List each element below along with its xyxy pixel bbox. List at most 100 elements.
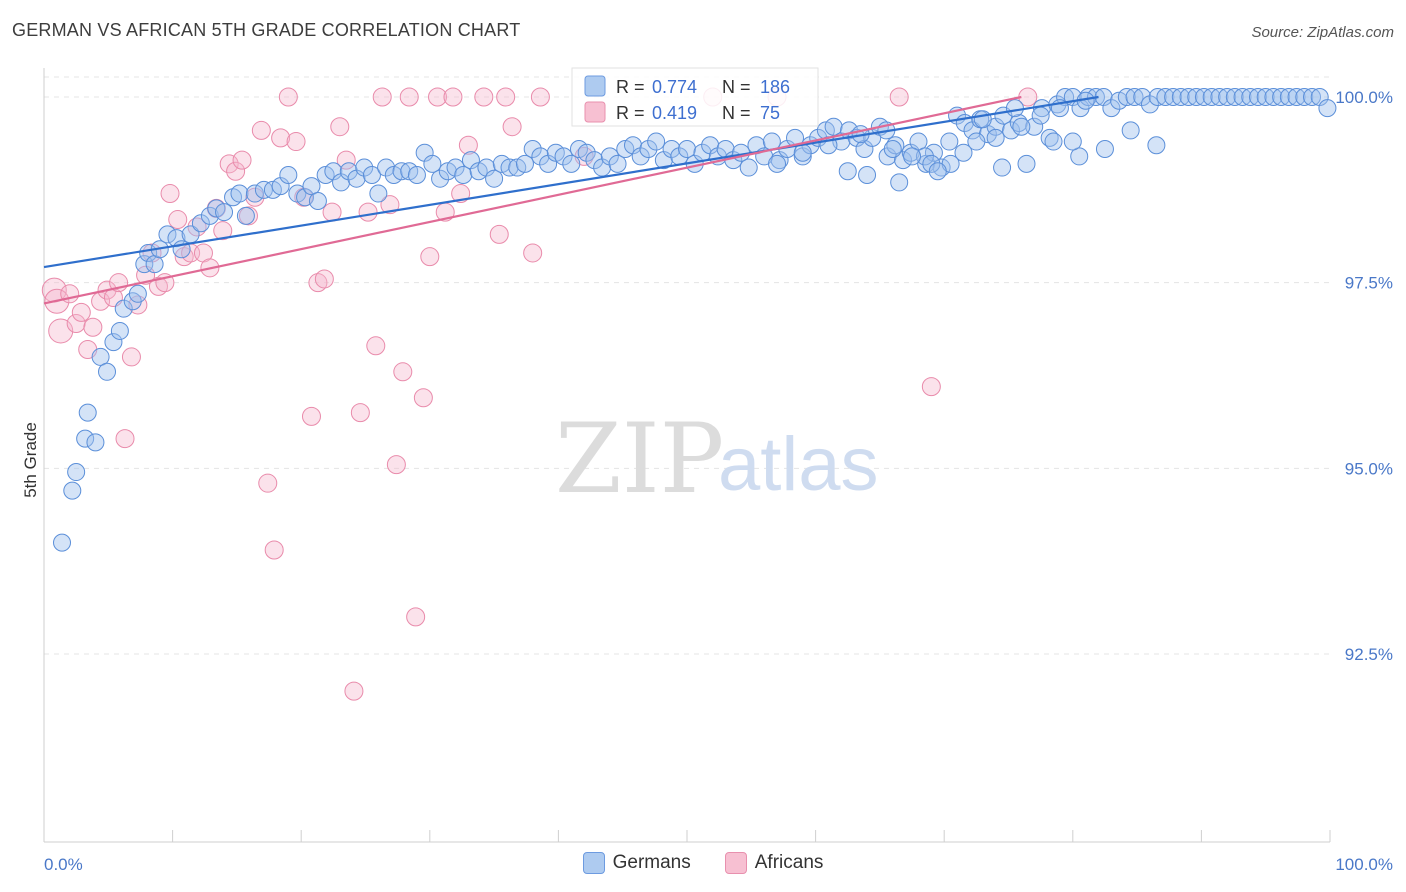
point-germans [53, 533, 72, 552]
point-africans [213, 221, 233, 241]
series-africans [41, 87, 1038, 701]
point-africans [148, 276, 168, 296]
point-germans [446, 158, 465, 177]
point-africans [308, 273, 328, 293]
point-germans [838, 162, 857, 181]
point-germans [554, 147, 573, 166]
point-germans [1194, 88, 1213, 106]
point-africans [121, 347, 141, 367]
point-africans [232, 150, 252, 170]
legend-n-value: 75 [760, 103, 780, 123]
stats-legend: R = 0.774 N = 186 R = 0.419 N = 75 [571, 67, 819, 127]
point-africans [474, 87, 494, 107]
legend-r-value: 0.419 [652, 103, 697, 123]
point-germans [1117, 88, 1136, 106]
point-africans [245, 187, 265, 207]
point-africans [420, 247, 440, 267]
watermark: ZIP atlas [555, 403, 879, 515]
point-africans [71, 302, 91, 322]
point-germans [1279, 88, 1298, 106]
point-africans [386, 455, 406, 475]
legend-item-africans[interactable]: Africans [724, 852, 824, 874]
point-germans [739, 158, 758, 177]
point-germans [1102, 99, 1121, 118]
point-germans [1179, 88, 1198, 106]
point-germans [1233, 88, 1252, 106]
point-germans [928, 162, 947, 181]
point-germans [967, 132, 986, 151]
point-germans [423, 154, 442, 173]
point-germans [986, 128, 1005, 147]
point-germans [608, 154, 627, 173]
point-germans [236, 206, 255, 225]
point-africans [399, 87, 419, 107]
point-germans [954, 143, 973, 162]
point-africans [168, 210, 188, 230]
germans-swatch [582, 852, 605, 874]
x-tick-label: 100.0% [1335, 855, 1393, 874]
point-germans [215, 203, 234, 222]
legend-item-germans[interactable]: Germans [582, 852, 691, 874]
point-germans [1005, 99, 1024, 118]
point-africans [393, 362, 413, 382]
point-africans [330, 117, 350, 137]
point-germans [993, 158, 1012, 177]
point-africans [366, 336, 386, 356]
point-germans [78, 403, 97, 422]
legend-n-label: N = [722, 77, 751, 97]
legend-label-africans: Africans [754, 852, 824, 873]
point-germans [922, 154, 941, 173]
point-germans [1248, 88, 1267, 106]
point-germans [158, 225, 177, 244]
point-africans [115, 429, 135, 449]
point-africans [358, 202, 378, 222]
legend-r-value: 0.774 [652, 77, 697, 97]
point-germans [98, 362, 117, 381]
legend-r-label: R = [616, 103, 645, 123]
point-germans [1171, 88, 1190, 106]
point-germans [1012, 117, 1031, 136]
point-germans [63, 481, 82, 500]
point-africans [336, 150, 356, 170]
point-africans [523, 243, 543, 263]
point-germans [1063, 132, 1082, 151]
y-tick-label: 100.0% [1335, 88, 1393, 107]
y-tick-label: 95.0% [1345, 459, 1393, 478]
point-africans [502, 117, 522, 137]
watermark-zip: ZIP [555, 403, 724, 515]
point-germans [1202, 88, 1221, 106]
legend-box [571, 67, 819, 127]
point-germans [639, 139, 658, 158]
point-africans [380, 195, 400, 215]
point-africans [489, 224, 509, 244]
point-germans [1272, 88, 1291, 106]
point-germans [110, 321, 129, 340]
point-africans [226, 161, 246, 181]
watermark-atlas: atlas [718, 422, 879, 507]
point-africans [160, 184, 180, 204]
point-germans [924, 143, 943, 162]
point-germans [67, 463, 86, 482]
africans-swatch [724, 852, 747, 874]
legend-n-label: N = [722, 103, 751, 123]
point-germans [339, 162, 358, 181]
legend-r-label: R = [616, 77, 645, 97]
point-germans [1148, 88, 1167, 106]
point-africans [271, 128, 291, 148]
point-germans [973, 110, 992, 129]
point-germans [104, 333, 123, 352]
point-germans [577, 143, 596, 162]
point-germans [302, 177, 321, 196]
point-germans [1287, 88, 1306, 106]
point-germans [909, 132, 928, 151]
point-germans [407, 165, 426, 184]
point-germans [431, 169, 450, 188]
point-germans [1121, 121, 1140, 140]
point-germans [523, 139, 542, 158]
point-africans [889, 87, 909, 107]
point-germans [1302, 88, 1321, 106]
point-germans [1256, 88, 1275, 106]
point-africans [286, 132, 306, 152]
point-germans [1017, 154, 1036, 173]
point-germans [200, 206, 219, 225]
